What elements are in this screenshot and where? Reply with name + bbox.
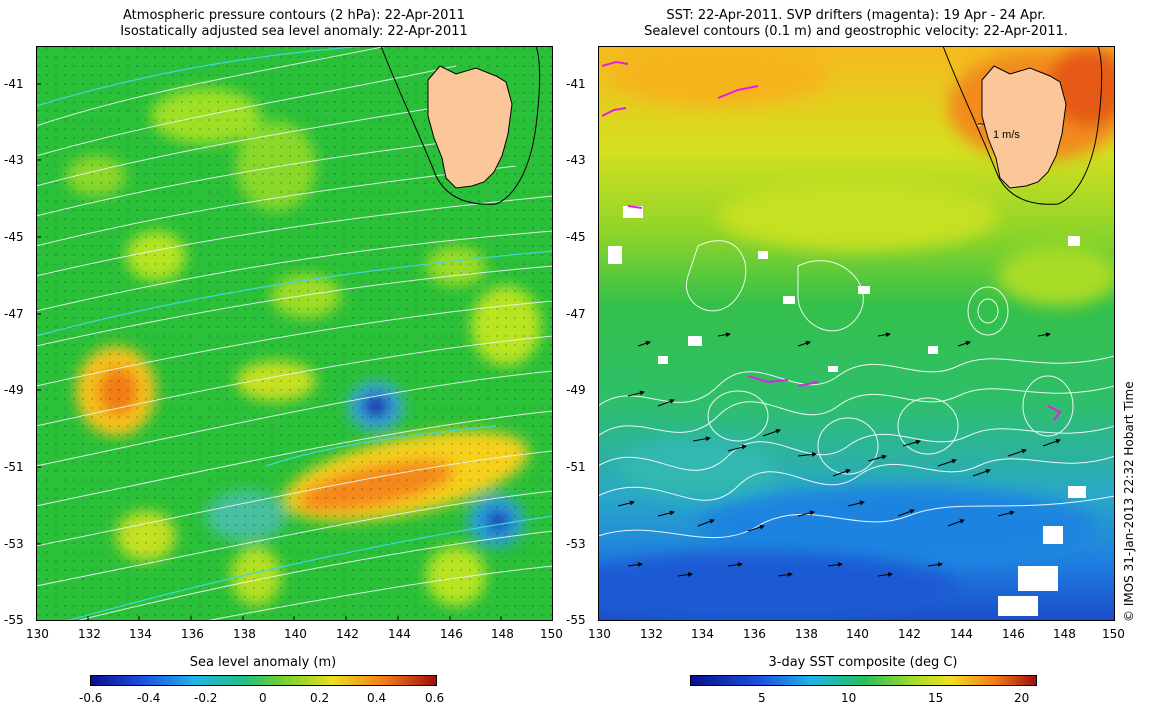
lon-tick: 132 <box>640 627 663 641</box>
colorbar-tick: 15 <box>928 691 944 705</box>
tasmania-landmass-right <box>942 46 1103 205</box>
lon-tick: 148 <box>1053 627 1076 641</box>
right-title-line2: Sealevel contours (0.1 m) and geostrophi… <box>644 24 1068 39</box>
lat-tick: -45 <box>566 230 586 244</box>
lat-tick: -45 <box>4 230 24 244</box>
left-title-line1: Atmospheric pressure contours (2 hPa): 2… <box>123 8 465 23</box>
left-title: Atmospheric pressure contours (2 hPa): 2… <box>36 8 552 40</box>
velocity-scale-label: 1 m/s <box>993 129 1020 141</box>
lon-tick: 142 <box>336 627 359 641</box>
lat-tick: -53 <box>4 537 24 551</box>
lat-tick: -51 <box>566 460 586 474</box>
lon-tick: 140 <box>846 627 869 641</box>
svp-drifter-tracks <box>601 60 1062 421</box>
lon-tick: 140 <box>284 627 307 641</box>
lat-tick: -43 <box>566 153 586 167</box>
cloud-mask <box>608 206 1086 616</box>
sst-patches <box>598 46 1115 621</box>
sealevel-contours <box>598 119 1115 539</box>
sea-level-anomaly-map <box>36 46 553 621</box>
lon-tick: 144 <box>388 627 411 641</box>
colorbar-tick: 0.4 <box>367 691 387 705</box>
lon-tick: 142 <box>898 627 921 641</box>
lat-tick: -47 <box>566 307 586 321</box>
lon-tick: 148 <box>491 627 514 641</box>
tasmania-landmass <box>380 46 541 205</box>
right-colorbar <box>690 675 1037 686</box>
lon-tick: 138 <box>233 627 256 641</box>
imos-credit: © IMOS 31-Jan-2013 22:32 Hobart Time <box>1122 381 1136 622</box>
pressure-contours <box>36 46 553 621</box>
colorbar-tick: -0.6 <box>79 691 103 705</box>
lat-tick: -53 <box>566 537 586 551</box>
lon-tick: 146 <box>440 627 463 641</box>
geostrophic-velocity-arrows <box>617 121 1061 578</box>
colorbar-tick: 0.6 <box>425 691 445 705</box>
lat-tick: -47 <box>4 307 24 321</box>
lon-tick: 146 <box>1002 627 1025 641</box>
colorbar-tick: 0.2 <box>310 691 330 705</box>
lat-tick: -51 <box>4 460 24 474</box>
lat-tick: -41 <box>566 77 586 91</box>
lat-tick: -49 <box>566 383 586 397</box>
lat-tick: -43 <box>4 153 24 167</box>
left-colorbar <box>90 675 437 686</box>
left-colorbar-label: Sea level anomaly (m) <box>189 655 337 670</box>
sst-velocity-map: 1 m/s <box>598 46 1115 621</box>
lat-tick: -55 <box>566 613 586 627</box>
lon-tick: 134 <box>691 627 714 641</box>
lon-tick: 130 <box>26 627 49 641</box>
lon-tick: 136 <box>743 627 766 641</box>
lon-tick: 144 <box>950 627 973 641</box>
lon-tick: 132 <box>78 627 101 641</box>
colorbar-tick: 0 <box>259 691 267 705</box>
lon-tick: 150 <box>1102 627 1125 641</box>
colorbar-tick: -0.2 <box>194 691 218 705</box>
cyan-contours <box>36 46 553 621</box>
left-title-line2: Isostatically adjusted sea level anomaly… <box>120 24 468 39</box>
lon-tick: 130 <box>588 627 611 641</box>
right-colorbar-label: 3-day SST composite (deg C) <box>768 655 958 670</box>
colorbar-tick: 20 <box>1014 691 1030 705</box>
lat-tick: -49 <box>4 383 24 397</box>
lat-tick: -55 <box>4 613 24 627</box>
colorbar-tick: -0.4 <box>137 691 161 705</box>
lon-tick: 134 <box>129 627 152 641</box>
left-tick-marks <box>36 83 502 621</box>
lat-tick: -41 <box>4 77 24 91</box>
right-title-line1: SST: 22-Apr-2011. SVP drifters (magenta)… <box>666 8 1046 23</box>
colorbar-tick: 5 <box>758 691 766 705</box>
right-title: SST: 22-Apr-2011. SVP drifters (magenta)… <box>598 8 1114 40</box>
lon-tick: 136 <box>181 627 204 641</box>
lon-tick: 138 <box>795 627 818 641</box>
colorbar-tick: 10 <box>841 691 857 705</box>
lon-tick: 150 <box>540 627 563 641</box>
